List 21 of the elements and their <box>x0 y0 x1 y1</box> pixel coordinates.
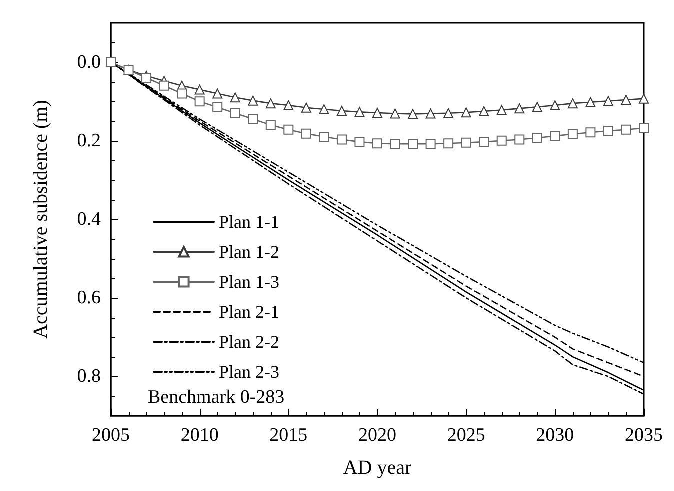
y-tick-label: 0.0 <box>77 52 101 73</box>
legend-label: Plan 2-1 <box>219 302 280 322</box>
x-tick-label: 2035 <box>625 425 663 446</box>
legend-label: Plan 1-3 <box>219 272 280 292</box>
y-axis-title: Accumulative subsidence (m) <box>30 100 52 339</box>
legend-label: Plan 1-1 <box>219 212 280 232</box>
annotation: Benchmark 0-283 <box>148 387 285 408</box>
x-tick-label: 2015 <box>270 425 308 446</box>
legend-label: Plan 2-3 <box>219 362 280 382</box>
y-tick-label: 0.4 <box>77 209 102 230</box>
x-tick-label: 2020 <box>358 425 396 446</box>
legend-label: Plan 1-2 <box>219 242 280 262</box>
x-tick-label: 2005 <box>92 425 130 446</box>
y-tick-label: 0.6 <box>77 288 101 309</box>
x-tick-label: 2025 <box>447 425 486 446</box>
x-tick-label: 2030 <box>536 425 574 446</box>
y-tick-label: 0.2 <box>77 130 101 152</box>
x-tick-label: 2010 <box>180 425 219 446</box>
legend-label: Plan 2-2 <box>219 332 280 352</box>
x-axis-title: AD year <box>343 457 412 479</box>
y-tick-label: 0.8 <box>77 366 101 388</box>
